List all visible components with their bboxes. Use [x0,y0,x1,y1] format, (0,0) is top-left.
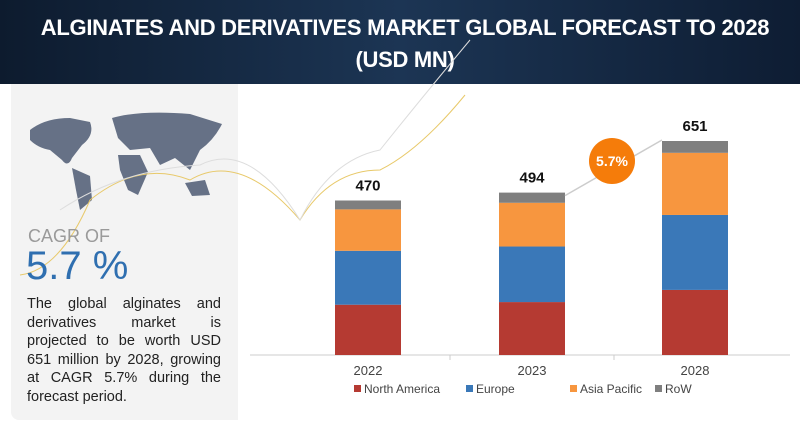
world-map-icon [30,112,222,210]
x-tick-label: 2022 [354,363,383,378]
total-label: 470 [355,177,380,194]
bar-segment-asia-pacific [662,152,728,215]
cagr-value: 5.7 % [26,244,129,288]
legend-swatch [354,385,361,392]
total-label: 494 [519,170,545,187]
bar-segment-row [662,141,728,153]
header-banner [0,0,800,84]
legend-swatch [655,385,662,392]
legend-label: Europe [476,382,515,396]
bar-segment-row [335,200,401,210]
x-tick-label: 2023 [518,363,547,378]
x-tick-label: 2028 [681,363,710,378]
bar-segment-europe [335,250,401,305]
page-title: ALGINATES AND DERIVATIVES MARKET GLOBAL … [40,15,770,72]
legend-label: RoW [665,382,692,396]
cagr-badge [589,138,635,184]
bar-segment-row [499,192,565,203]
legend-label: North America [364,382,440,396]
legend-swatch [466,385,473,392]
bar-segment-north-america [662,289,728,355]
bar-segment-north-america [499,302,565,355]
bar-segment-asia-pacific [335,209,401,251]
bar-segment-asia-pacific [499,202,565,247]
description-text: The global alginates and derivatives mar… [27,296,221,405]
total-label: 651 [682,118,707,135]
legend-label: Asia Pacific [580,382,642,396]
bar-segment-europe [662,214,728,290]
cagr-badge-label: 5.7% [596,153,628,169]
bar-chart: 470 2022 494 2023 651 2028 5.7% North America Eu… [250,118,790,396]
cagr-label: CAGR OF [28,226,111,246]
bar-segment-europe [499,246,565,303]
legend-swatch [570,385,577,392]
bar-segment-north-america [335,304,401,355]
